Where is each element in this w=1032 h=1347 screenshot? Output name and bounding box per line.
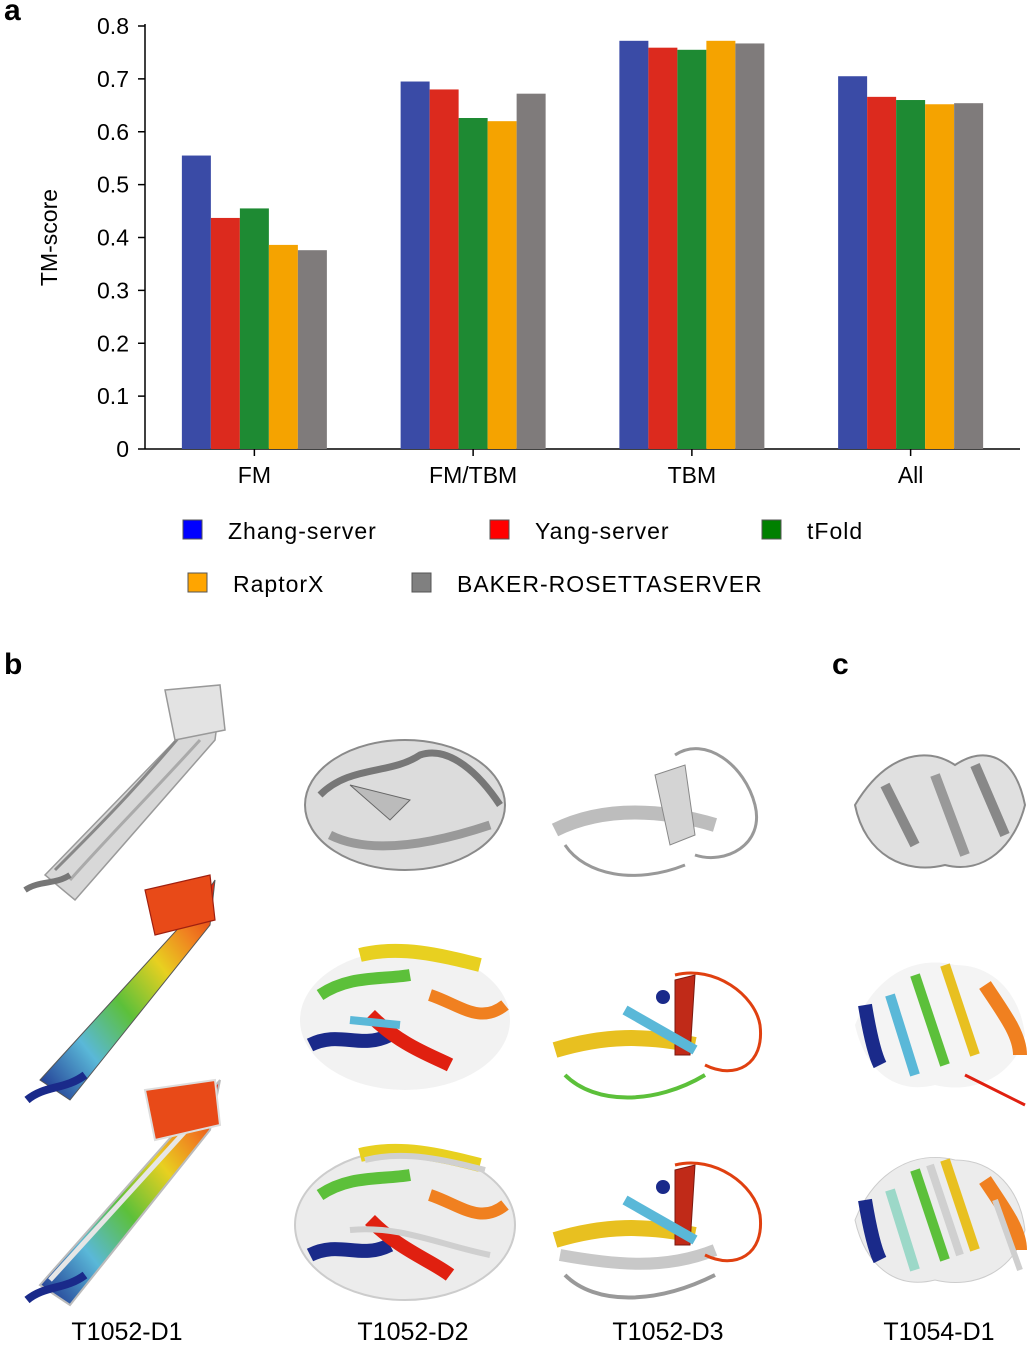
bar-tfold-fm: [239, 208, 269, 449]
bar-yang-server-tbm: [648, 47, 678, 450]
structure-t1052-d1: [23, 684, 226, 1307]
bar-zhang-server-tbm: [619, 40, 649, 450]
caption-t1052-d2: T1052-D2: [357, 1318, 469, 1346]
y-tick-label: 0.7: [97, 66, 129, 92]
structure-model-superposed: [854, 1157, 1027, 1284]
structure-model-superposed: [294, 1143, 516, 1301]
x-tick-label: FM/TBM: [429, 462, 517, 488]
x-tick-label: FM: [238, 462, 271, 488]
legend-label-baker-rosettaserver: BAKER-ROSETTASERVER: [457, 571, 763, 597]
structure-model-rainbow: [300, 943, 510, 1090]
y-tick-label: 0: [116, 436, 129, 462]
y-tick-label: 0.2: [97, 330, 129, 356]
caption-t1054-d1: T1054-D1: [883, 1318, 995, 1346]
bar-baker-rosettaserver-all: [954, 103, 984, 449]
panel-label-a: a: [4, 0, 21, 27]
structure-t1052-d3: [551, 747, 763, 1300]
structure-model-rainbow: [24, 874, 216, 1104]
bar-baker-rosettaserver-fm-tbm: [516, 93, 546, 450]
y-tick-label: 0.1: [97, 383, 129, 409]
x-tick-label: All: [898, 462, 924, 488]
panel-label-b: b: [4, 648, 23, 681]
tm-score-bar-chart: 0 0.1 0.2 0.3 0.4 0.5 0.6 0.7 0.8 TM-score FM FM/TB…: [36, 13, 1020, 597]
structure-model-grey: [304, 739, 506, 871]
legend-label-raptorx: RaptorX: [233, 571, 324, 597]
y-tick-label: 0.4: [97, 225, 129, 251]
bar-yang-server-fm: [210, 217, 240, 449]
legend-swatch-yang-server: [489, 519, 510, 540]
y-tick-label: 0.6: [97, 119, 129, 145]
bar-raptorx-fm-tbm: [487, 121, 517, 450]
panel-label-c: c: [832, 648, 849, 681]
legend-label-yang-server: Yang-server: [535, 518, 670, 544]
structure-model-grey: [853, 754, 1027, 869]
legend-label-tfold: tFold: [807, 518, 863, 544]
y-tick-label: 0.3: [97, 277, 129, 303]
legend-swatch-baker-rosettaserver: [411, 572, 432, 593]
structure-model-grey: [551, 747, 759, 877]
chart-bars: [181, 40, 984, 450]
bar-yang-server-fm-tbm: [429, 89, 459, 449]
bar-zhang-server-fm-tbm: [400, 81, 430, 450]
bar-zhang-server-fm: [181, 155, 211, 449]
structure-model-superposed: [552, 1161, 763, 1300]
y-axis-label: TM-score: [36, 189, 62, 286]
bar-raptorx-fm: [268, 244, 298, 449]
caption-t1052-d3: T1052-D3: [612, 1318, 724, 1346]
structure-t1052-d2: [294, 739, 516, 1301]
bar-zhang-server-all: [838, 76, 868, 449]
legend-label-zhang-server: Zhang-server: [228, 518, 377, 544]
structure-t1054-d1: [853, 754, 1027, 1284]
structure-model-superposed: [24, 1078, 222, 1307]
y-tick-label: 0.8: [97, 13, 129, 39]
bar-tfold-tbm: [677, 49, 707, 449]
bar-raptorx-tbm: [706, 40, 736, 450]
legend-swatch-zhang-server: [182, 519, 203, 540]
legend-swatch-raptorx: [187, 572, 208, 593]
structure-model-rainbow: [855, 962, 1027, 1107]
bar-raptorx-all: [925, 104, 955, 449]
bar-yang-server-all: [867, 96, 897, 449]
structure-model-grey: [23, 684, 226, 902]
legend-swatch-tfold: [761, 519, 782, 540]
bar-tfold-fm-tbm: [458, 118, 488, 449]
bar-baker-rosettaserver-fm: [297, 250, 327, 449]
bar-tfold-all: [896, 100, 926, 450]
chart-legend: Zhang-server Yang-server tFold RaptorX BAKER…: [182, 518, 863, 597]
y-tick-label: 0.5: [97, 172, 129, 198]
x-tick-label: TBM: [668, 462, 717, 488]
structure-model-rainbow: [552, 971, 763, 1100]
bar-baker-rosettaserver-tbm: [735, 43, 765, 449]
caption-t1052-d1: T1052-D1: [71, 1318, 183, 1346]
